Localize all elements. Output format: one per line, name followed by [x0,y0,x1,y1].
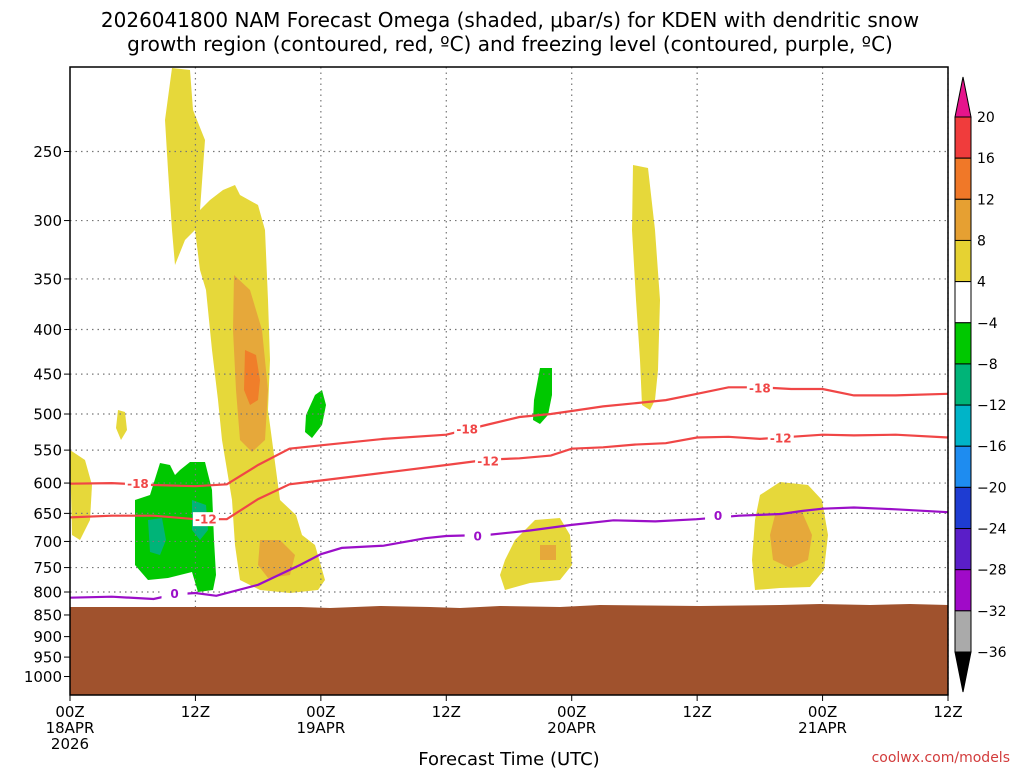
y-axis: 250 300 350 400 450 500 550 600 650 700 750 800 850 9… [24,143,70,686]
x-tick-label: 00Z 20APR [547,703,596,737]
contour-label-bg [746,381,773,396]
colorbar-label: −4 [977,316,998,332]
y-tick-label: 1000 [24,668,62,686]
colorbar-swatch [954,239,972,283]
contour-label: -12 [195,513,217,527]
y-tick-label: 400 [33,321,62,339]
y-tick-label: 550 [33,442,62,460]
y-tick-label: 900 [33,628,62,646]
y-tick-label: 950 [33,649,62,667]
y-tick-label: 700 [33,533,62,551]
contours: -18 -18 -18 -12 -12 -12 0 0 0 [69,381,949,601]
colorbar-swatch [954,281,972,324]
omega-region-orange [770,512,812,568]
x-axis: 00Z 18APR 2026 12Z 00Z 19APR 12Z 00Z 20APR 12Z 00Z… [46,695,963,753]
colorbar-swatch [954,404,972,447]
colorbar-swatch [954,569,972,612]
colorbar-label: −8 [977,357,998,373]
x-tick-label: 00Z 21APR [798,703,847,737]
contour-label: 0 [170,587,178,601]
contour-label: 0 [473,529,481,543]
colorbar-top-arrow [954,76,972,118]
contour-label: -18 [749,382,771,396]
colorbar-label: −12 [977,398,1007,414]
contour-line-0 [69,386,949,488]
colorbar-label: −28 [977,563,1007,579]
omega-region-green [533,368,552,424]
x-tick-label: 12Z [682,703,711,721]
colorbar: 20 16 12 8 4 −4 −8 −12 −16 −20 −24 −28 −32 −36 [954,76,1007,693]
colorbar-label: 12 [977,192,995,208]
colorbar-bottom-arrow [954,651,972,693]
contour-label: -18 [127,477,149,491]
contour-label: -12 [770,432,792,446]
y-tick-label: 750 [33,559,62,577]
credit-text: coolwx.com/models [872,750,1010,766]
colorbar-label: −32 [977,604,1007,620]
y-tick-label: 800 [33,584,62,602]
colorbar-swatch [954,198,972,241]
x-tick-label: 12Z [432,703,461,721]
y-tick-label: 350 [33,270,62,288]
plot-area: -18 -18 -18 -12 -12 -12 0 0 0 [69,66,949,696]
y-tick-label: 500 [33,406,62,424]
x-tick-label: 12Z [933,703,962,721]
omega-region-teal [148,518,166,555]
colorbar-label: −36 [977,645,1007,661]
y-tick-label: 650 [33,505,62,523]
colorbar-swatch [954,610,972,653]
contour-label-bg [705,508,732,523]
colorbar-swatch [954,322,972,365]
colorbar-swatch [954,445,972,488]
y-tick-label: 850 [33,606,62,624]
contour-label: 0 [714,509,722,523]
x-tick-label: 00Z 19APR [296,703,345,737]
colorbar-swatch [954,486,972,530]
colorbar-swatch [954,528,972,571]
contour-label-bg [454,421,481,436]
x-tick-label: 12Z [181,703,210,721]
colorbar-label: 16 [977,151,995,167]
omega-region-yellow [500,518,572,590]
contour-label: -12 [477,454,499,468]
y-tick-label: 300 [33,212,62,230]
terrain [70,604,948,695]
colorbar-swatch [954,363,972,406]
omega-region-green [135,462,216,592]
colorbar-swatch [954,116,972,159]
colorbar-label: 20 [977,110,995,126]
contour-label-bg [192,512,219,527]
x-tick-label: 00Z 18APR 2026 [46,703,95,753]
contour-label: -18 [456,422,478,436]
chart-title-line-2: growth region (contoured, red, ºC) and f… [127,32,893,56]
colorbar-label: 8 [977,233,986,249]
contour-label-bg [161,586,188,601]
omega-region-yellow [632,165,660,410]
colorbar-label: −24 [977,522,1007,538]
omega-region-orange [540,545,556,560]
omega-region-orange [258,540,295,578]
plot-frame [69,66,949,696]
contour-label-bg [475,453,502,468]
colorbar-label: −20 [977,480,1007,496]
y-tick-label: 250 [33,143,62,161]
colorbar-label: −16 [977,439,1007,455]
contour-label-bg [124,476,151,491]
colorbar-swatch [954,157,972,200]
contour-label-bg [464,528,491,543]
omega-region-orange-red [244,350,260,405]
omega-region-yellow [116,410,127,440]
y-tick-label: 600 [33,475,62,493]
omega-shading [70,68,828,593]
x-axis-title: Forecast Time (UTC) [418,749,599,768]
chart-title-line-1: 2026041800 NAM Forecast Omega (shaded, μ… [101,8,919,32]
y-tick-label: 450 [33,366,62,384]
colorbar-label: 4 [977,275,986,291]
contour-label-bg [767,431,794,446]
